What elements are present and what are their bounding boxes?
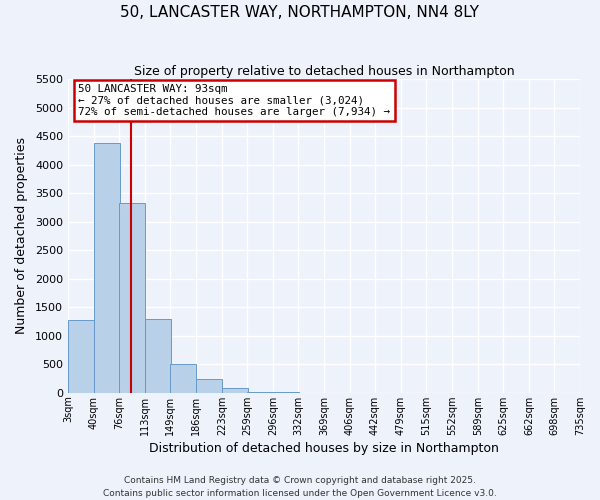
Text: Contains HM Land Registry data © Crown copyright and database right 2025.
Contai: Contains HM Land Registry data © Crown c… <box>103 476 497 498</box>
X-axis label: Distribution of detached houses by size in Northampton: Distribution of detached houses by size … <box>149 442 499 455</box>
Bar <box>196 379 222 393</box>
Bar <box>94 143 119 393</box>
Y-axis label: Number of detached properties: Number of detached properties <box>15 138 28 334</box>
Bar <box>145 319 171 393</box>
Bar <box>119 204 145 393</box>
Text: 50 LANCASTER WAY: 93sqm
← 27% of detached houses are smaller (3,024)
72% of semi: 50 LANCASTER WAY: 93sqm ← 27% of detache… <box>78 84 390 117</box>
Title: Size of property relative to detached houses in Northampton: Size of property relative to detached ho… <box>134 65 514 78</box>
Text: 50, LANCASTER WAY, NORTHAMPTON, NN4 8LY: 50, LANCASTER WAY, NORTHAMPTON, NN4 8LY <box>121 5 479 20</box>
Bar <box>247 392 273 393</box>
Bar <box>222 388 248 393</box>
Bar <box>170 364 196 393</box>
Bar <box>68 320 94 393</box>
